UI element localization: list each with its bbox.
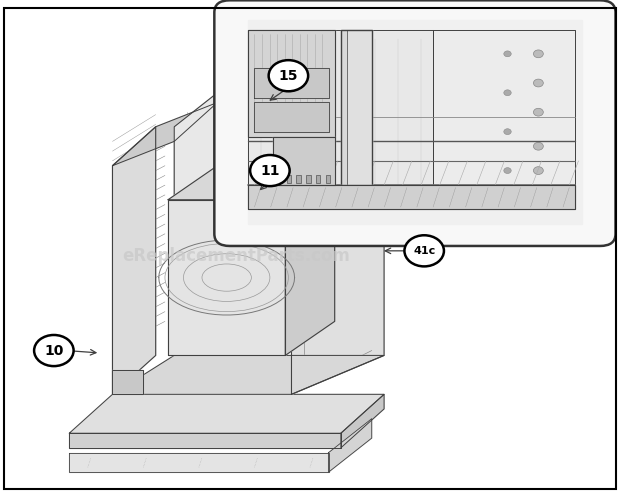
Polygon shape [341,30,372,185]
Polygon shape [347,30,372,185]
Bar [277,176,281,183]
Polygon shape [248,20,582,224]
Circle shape [533,167,543,175]
Text: eReplacementParts.com: eReplacementParts.com [122,246,350,265]
Polygon shape [112,103,218,166]
Circle shape [533,79,543,87]
Polygon shape [329,419,372,472]
Text: 10: 10 [44,344,63,357]
Polygon shape [248,185,575,210]
Polygon shape [433,30,575,200]
Text: 41c: 41c [413,246,435,256]
Circle shape [504,90,511,96]
Text: 11: 11 [260,164,280,177]
Bar [306,176,311,183]
Polygon shape [69,453,329,472]
Circle shape [504,168,511,174]
Polygon shape [291,141,384,394]
Circle shape [533,108,543,116]
Circle shape [404,235,444,266]
Bar [326,176,330,183]
FancyBboxPatch shape [215,0,616,246]
Polygon shape [112,370,143,394]
Bar [316,176,321,183]
Polygon shape [273,137,335,185]
Polygon shape [254,69,329,98]
Circle shape [34,335,74,366]
Circle shape [533,142,543,150]
Circle shape [268,60,308,91]
Polygon shape [168,200,285,355]
Polygon shape [291,132,384,180]
Circle shape [504,129,511,135]
Text: 15: 15 [278,69,298,83]
Polygon shape [248,30,433,200]
Polygon shape [285,166,335,355]
Polygon shape [168,166,335,200]
Polygon shape [69,433,341,448]
Polygon shape [112,355,384,394]
Circle shape [533,50,543,58]
Circle shape [504,51,511,57]
Polygon shape [112,127,156,394]
Polygon shape [254,103,329,132]
Bar [296,176,301,183]
Polygon shape [248,30,335,137]
Polygon shape [69,394,384,433]
Polygon shape [174,93,218,355]
Bar [286,176,291,183]
Polygon shape [341,394,384,448]
Circle shape [250,155,290,186]
